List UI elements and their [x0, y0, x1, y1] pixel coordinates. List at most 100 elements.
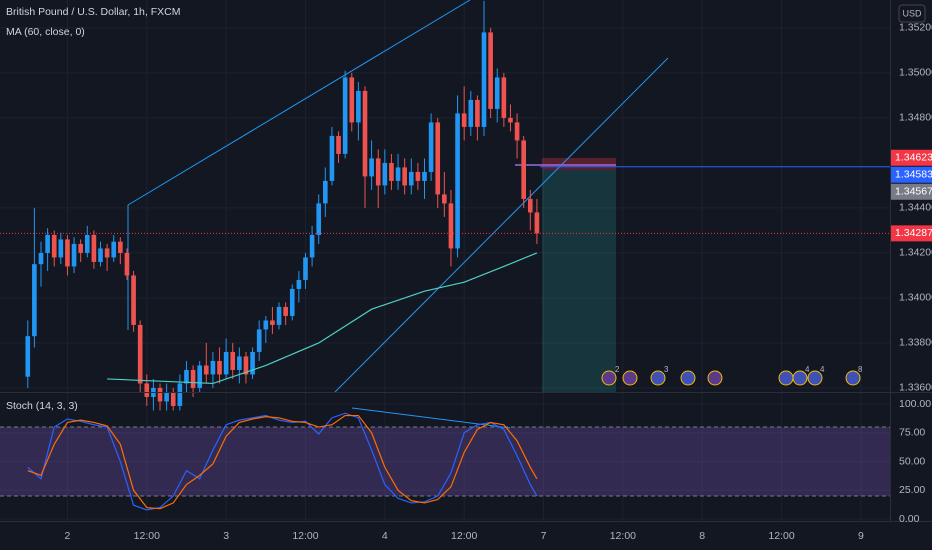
candle-body: [25, 336, 31, 377]
candle-body: [395, 167, 401, 181]
candle-body: [111, 241, 117, 258]
price-tag-label: 1.34287: [895, 227, 932, 239]
candle-body: [263, 320, 269, 330]
event-icon[interactable]: [778, 370, 794, 386]
candle-body: [170, 392, 176, 406]
candle-body: [508, 117, 513, 123]
y-tick-label: 1.34000: [899, 292, 932, 304]
axes: 1.35200 1.35000 1.34800 1.34400 1.34200 1.340…: [65, 22, 932, 542]
event-count: 4: [820, 365, 825, 374]
y-tick-label: 1.35000: [899, 67, 932, 79]
candle-body: [527, 198, 533, 213]
event-icon[interactable]: [622, 370, 638, 386]
chart-title: British Pound / U.S. Dollar, 1h, FXCM: [6, 6, 180, 18]
y-tick-label: 1.33800: [899, 337, 932, 349]
x-tick-label: 4: [382, 530, 388, 542]
candle-body: [303, 257, 308, 280]
candle-body: [137, 324, 143, 384]
y-tick-label: 25.00: [899, 484, 925, 496]
candle-body: [32, 264, 37, 337]
candle-body: [164, 392, 169, 402]
candle-body: [389, 162, 394, 181]
grid: [0, 0, 890, 521]
plot: [0, 0, 890, 511]
y-tick-label: 1.33600: [899, 382, 932, 394]
y-tick-label: 75.00: [899, 427, 925, 439]
candle-body: [534, 212, 540, 234]
event-icon[interactable]: [680, 370, 696, 386]
candle-body: [157, 387, 163, 402]
candle-body: [58, 239, 64, 258]
candle-body: [521, 140, 526, 199]
event-icon[interactable]: [707, 370, 723, 386]
series-line: [27, 412, 538, 511]
event-icon[interactable]: [650, 370, 666, 386]
candle-body: [65, 239, 70, 267]
candle-body: [494, 77, 500, 109]
candle-body: [316, 203, 322, 235]
x-tick-label: 12:00: [292, 530, 318, 542]
y-tick-label: 0.00: [899, 513, 920, 525]
candle-body: [118, 241, 123, 253]
candle-body: [283, 306, 288, 316]
candle-body: [124, 252, 130, 276]
candle-body: [197, 365, 203, 388]
currency: USD: [902, 8, 922, 18]
x-tick-label: 7: [541, 530, 547, 542]
candle-body: [256, 329, 262, 352]
y-tick-label: 50.00: [899, 455, 925, 467]
candle-body: [375, 158, 381, 186]
price-tag: [891, 183, 932, 200]
indicator-legend: Stoch (14, 3, 3): [6, 400, 78, 412]
price-tag-label: 1.34583: [895, 169, 932, 181]
candle-body: [270, 320, 275, 325]
candle-body: [415, 171, 421, 181]
candle-body: [78, 243, 83, 253]
candle-body: [237, 356, 242, 370]
candle-body: [243, 356, 249, 375]
candle-body: [250, 351, 255, 375]
candle-body: [448, 203, 454, 249]
event-icon[interactable]: [807, 370, 823, 386]
event-count: 3: [664, 365, 669, 374]
candle-body: [104, 248, 110, 258]
candle-body: [71, 243, 77, 267]
candle-body: [276, 306, 282, 325]
candle-body: [336, 135, 341, 154]
event-count: 2: [615, 365, 620, 374]
target-zone: [542, 170, 616, 392]
candle-body: [481, 32, 487, 127]
y-tick-label: 1.34200: [899, 247, 932, 259]
event-count: 4: [805, 365, 810, 374]
candle-body: [349, 77, 355, 123]
candle-body: [131, 275, 136, 325]
series-line: [27, 414, 538, 510]
event-icon[interactable]: [845, 370, 861, 386]
x-tick-label: 8: [699, 530, 705, 542]
price-tag: [891, 166, 932, 183]
y-tick-label: 100.00: [899, 398, 931, 410]
x-tick-label: 2: [65, 530, 71, 542]
candle-body: [422, 171, 427, 181]
candle-body: [442, 194, 447, 204]
events: 2 3 4 4 8: [601, 365, 863, 386]
candle-body: [455, 113, 460, 249]
indicator-legend: MA (60, close, 0): [6, 26, 85, 38]
event-icon[interactable]: [792, 370, 808, 386]
candle-body: [38, 252, 44, 265]
candle-body: [210, 360, 216, 375]
candle-body: [329, 135, 335, 181]
candle-body: [369, 158, 374, 177]
series-line: [107, 252, 538, 385]
event-icon[interactable]: [601, 370, 617, 386]
x-tick-label: 12:00: [768, 530, 794, 542]
price-tag: [891, 225, 932, 242]
candle-body: [144, 383, 150, 397]
candle-body: [356, 90, 361, 123]
currency-button[interactable]: [898, 4, 926, 23]
candle-body: [217, 360, 222, 375]
candle-body: [91, 234, 97, 262]
candle-body: [435, 122, 441, 195]
x-tick-label: 12:00: [134, 530, 160, 542]
